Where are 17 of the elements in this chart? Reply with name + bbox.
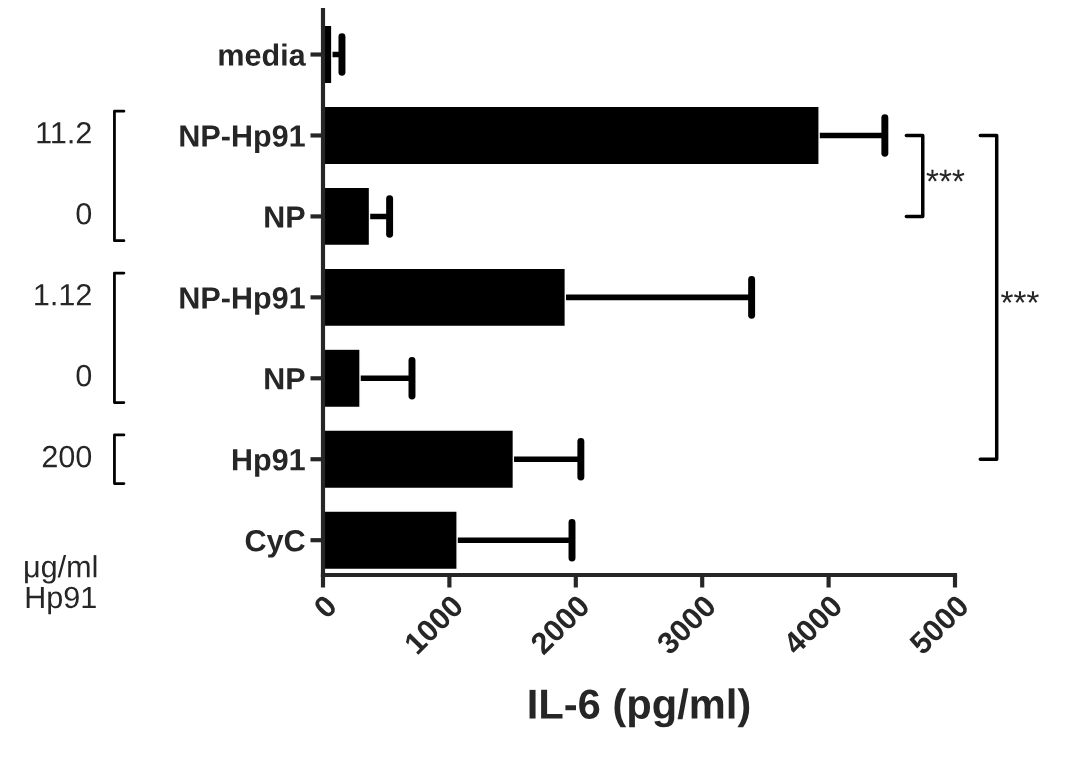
y-tick-label: NP-Hp91 (180, 125, 305, 153)
x-tick-label: 0 (312, 593, 338, 620)
y-tick-label: NP-Hp91 (180, 287, 305, 315)
y-tick-label: NP (265, 206, 305, 228)
y-tick-label: CyC (245, 529, 305, 558)
text: *** (1001, 291, 1039, 303)
y-tick-label: media (219, 43, 306, 66)
text: 0 (76, 364, 92, 387)
text: μg/ml Hp91 (25, 555, 97, 615)
annotation: *** (926, 169, 965, 182)
y-tick-label: Hp91 (232, 448, 305, 477)
y-tick-label: NP (265, 368, 305, 390)
text: 11.2 (37, 122, 91, 144)
text: 200 (42, 445, 92, 468)
x-axis-title: IL-6 (pg/ml) (529, 688, 750, 728)
text: 1.12 (35, 283, 91, 306)
text: 0 (76, 202, 92, 225)
